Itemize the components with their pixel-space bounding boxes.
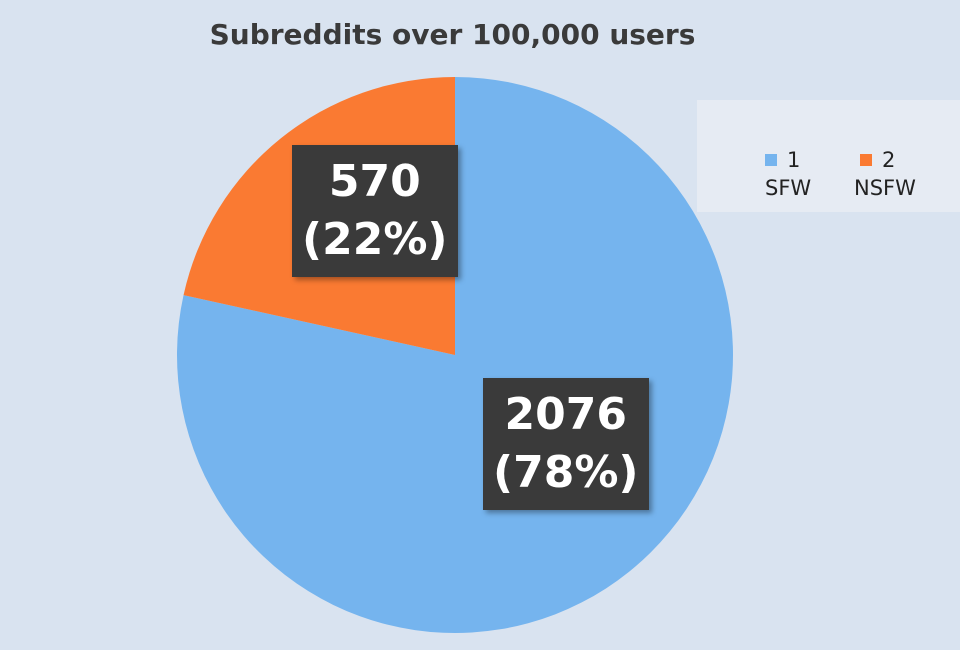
slice-percent-nsfw: (22%) [302, 214, 448, 265]
chart-title: Subreddits over 100,000 users [209, 18, 696, 51]
legend-label-sfw: SFW [765, 176, 812, 200]
legend-category-nsfw: 2 [882, 148, 896, 172]
slice-value-nsfw: 570 [328, 156, 421, 207]
slice-label-sfw: 2076 (78%) [483, 378, 649, 510]
legend-swatch-nsfw [860, 154, 872, 166]
legend-entry-sfw: 1 SFW [765, 146, 811, 202]
slice-label-nsfw: 570 (22%) [292, 145, 458, 277]
legend-category-sfw: 1 [787, 148, 801, 172]
legend-entry-nsfw: 2 NSFW [854, 146, 916, 202]
legend-swatch-sfw [765, 154, 777, 166]
slice-percent-sfw: (78%) [493, 447, 639, 498]
legend: 1 SFW 2 NSFW [697, 100, 960, 212]
legend-label-nsfw: NSFW [854, 176, 916, 200]
slice-value-sfw: 2076 [504, 389, 627, 440]
